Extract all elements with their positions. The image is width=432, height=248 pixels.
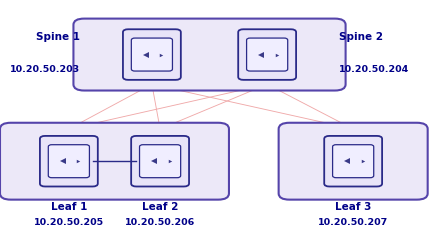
Text: Leaf 2: Leaf 2 — [142, 202, 178, 212]
FancyBboxPatch shape — [0, 123, 229, 200]
Text: 10.20.50.207: 10.20.50.207 — [318, 218, 388, 227]
Text: Spine 1: Spine 1 — [36, 32, 80, 42]
FancyBboxPatch shape — [279, 123, 428, 200]
FancyBboxPatch shape — [238, 29, 296, 80]
FancyBboxPatch shape — [333, 145, 374, 178]
FancyBboxPatch shape — [73, 19, 346, 91]
FancyBboxPatch shape — [40, 136, 98, 186]
Text: 10.20.50.206: 10.20.50.206 — [125, 218, 195, 227]
FancyBboxPatch shape — [48, 145, 89, 178]
FancyBboxPatch shape — [324, 136, 382, 186]
FancyBboxPatch shape — [131, 136, 189, 186]
Text: 10.20.50.203: 10.20.50.203 — [10, 65, 80, 74]
Text: Spine 2: Spine 2 — [339, 32, 383, 42]
FancyBboxPatch shape — [247, 38, 288, 71]
Text: Leaf 3: Leaf 3 — [335, 202, 372, 212]
Text: 10.20.50.204: 10.20.50.204 — [339, 65, 410, 74]
FancyBboxPatch shape — [140, 145, 181, 178]
Text: Leaf 1: Leaf 1 — [51, 202, 87, 212]
FancyBboxPatch shape — [123, 29, 181, 80]
Text: 10.20.50.205: 10.20.50.205 — [34, 218, 104, 227]
FancyBboxPatch shape — [131, 38, 172, 71]
